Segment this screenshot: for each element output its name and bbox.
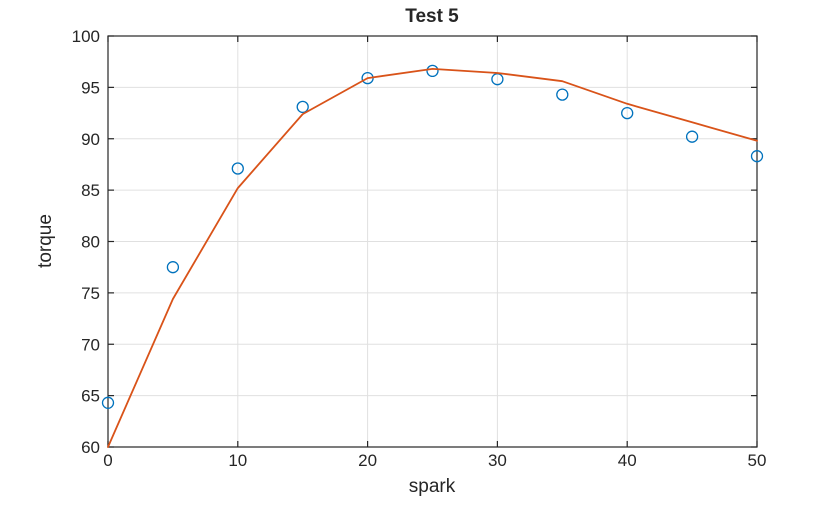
x-tick-label: 50 (748, 451, 767, 470)
y-tick-label: 75 (81, 284, 100, 303)
data-point-marker (101, 396, 115, 409)
y-tick-label: 100 (72, 27, 100, 46)
y-tick-label: 65 (81, 387, 100, 406)
fit-line (107, 68, 758, 448)
data-point-marker (166, 261, 180, 274)
chart-title: Test 5 (405, 6, 459, 27)
y-tick-label: 80 (81, 233, 100, 252)
data-point-marker (296, 100, 309, 114)
x-tick-label: 30 (488, 451, 507, 470)
y-axis-label: torque (35, 214, 56, 268)
x-tick-label: 20 (358, 451, 377, 470)
x-tick-label: 10 (228, 451, 247, 470)
x-tick-label: 0 (103, 451, 112, 470)
y-tick-label: 70 (81, 335, 100, 354)
y-tick-label: 90 (81, 130, 100, 149)
y-tick-label: 60 (81, 438, 100, 457)
y-tick-label: 95 (81, 78, 100, 97)
data-point-marker (685, 130, 699, 143)
y-tick-label: 85 (81, 181, 100, 200)
data-point-marker (621, 106, 634, 120)
x-tick-label: 40 (618, 451, 637, 470)
data-point-marker (231, 162, 244, 175)
data-point-marker (556, 88, 569, 101)
data-point-marker (750, 150, 764, 163)
x-axis-label: spark (408, 476, 456, 497)
data-point-marker (426, 64, 439, 78)
